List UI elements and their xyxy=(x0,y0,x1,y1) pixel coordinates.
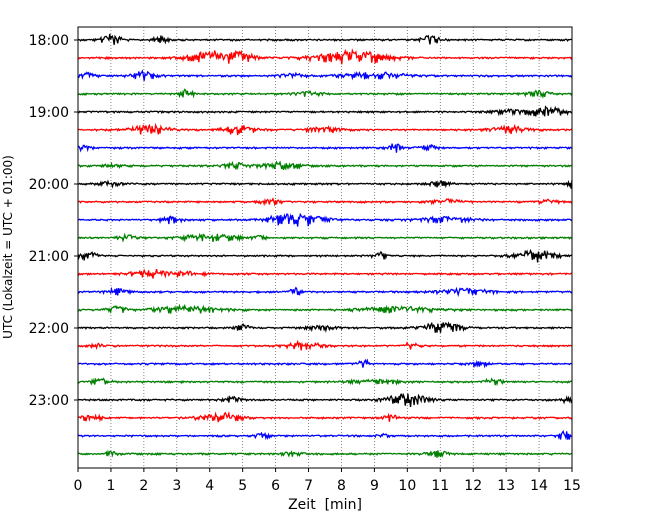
y-tick-label: 20:00 xyxy=(29,177,69,193)
x-tick-label: 11 xyxy=(431,478,449,494)
seismogram-trace xyxy=(77,69,573,81)
x-tick-label: 3 xyxy=(172,478,181,494)
plot-frame xyxy=(77,26,573,469)
seismogram-trace xyxy=(77,339,573,351)
seismogram-trace xyxy=(77,321,573,334)
seismogram-trace xyxy=(77,160,573,171)
x-tick-label: 10 xyxy=(398,478,416,494)
seismogram-trace xyxy=(77,179,573,189)
y-axis-label: UTC (Lokalzeit = UTC + 01:00) xyxy=(1,155,15,339)
x-axis-label: Zeit [min] xyxy=(288,497,362,513)
x-tick-label: 5 xyxy=(238,478,247,494)
seismogram-trace xyxy=(77,197,573,207)
seismogram-trace xyxy=(77,392,573,407)
y-tick-label: 21:00 xyxy=(29,249,69,265)
seismogram-trace xyxy=(77,429,573,441)
x-tick-label: 13 xyxy=(497,478,515,494)
x-tick-label: 6 xyxy=(271,478,280,494)
seismogram-trace xyxy=(77,248,573,263)
seismogram-trace xyxy=(77,88,573,99)
x-tick-label: 2 xyxy=(139,478,148,494)
seismogram-trace xyxy=(77,303,573,315)
x-tick-label: 12 xyxy=(464,478,482,494)
seismogram-trace xyxy=(77,232,573,243)
seismogram-trace xyxy=(77,212,573,227)
x-axis-ticks: 0 1 2 3 4 5 6 7 8 9 10 11 12 13 14 15 xyxy=(74,468,581,494)
seismogram-trace xyxy=(77,377,573,387)
traces xyxy=(77,33,573,458)
seismogram-trace xyxy=(77,286,573,298)
x-tick-label: 0 xyxy=(74,478,83,494)
x-tick-label: 1 xyxy=(106,478,115,494)
seismogram-trace xyxy=(77,48,573,65)
seismogram-trace xyxy=(77,358,573,369)
x-tick-label: 8 xyxy=(337,478,346,494)
x-tick-label: 7 xyxy=(304,478,313,494)
y-tick-label: 22:00 xyxy=(29,321,69,337)
y-tick-label: 19:00 xyxy=(29,105,69,121)
seismogram-trace xyxy=(77,33,573,45)
seismogram-trace xyxy=(77,268,573,279)
plot-background xyxy=(78,27,572,468)
seismogram-trace xyxy=(77,410,573,423)
y-axis-ticks: 18:00 19:00 20:00 21:00 22:00 23:00 xyxy=(29,33,78,409)
seismogram-trace xyxy=(77,105,573,117)
y-tick-label: 18:00 xyxy=(29,33,69,49)
x-tick-label: 14 xyxy=(530,478,548,494)
seismogram-trace xyxy=(77,143,573,153)
x-tick-label: 9 xyxy=(370,478,379,494)
seismogram-trace xyxy=(77,449,573,458)
x-tick-label: 4 xyxy=(205,478,214,494)
x-tick-label: 15 xyxy=(563,478,581,494)
y-tick-label: 23:00 xyxy=(29,393,69,409)
seismogram-trace xyxy=(77,122,573,136)
